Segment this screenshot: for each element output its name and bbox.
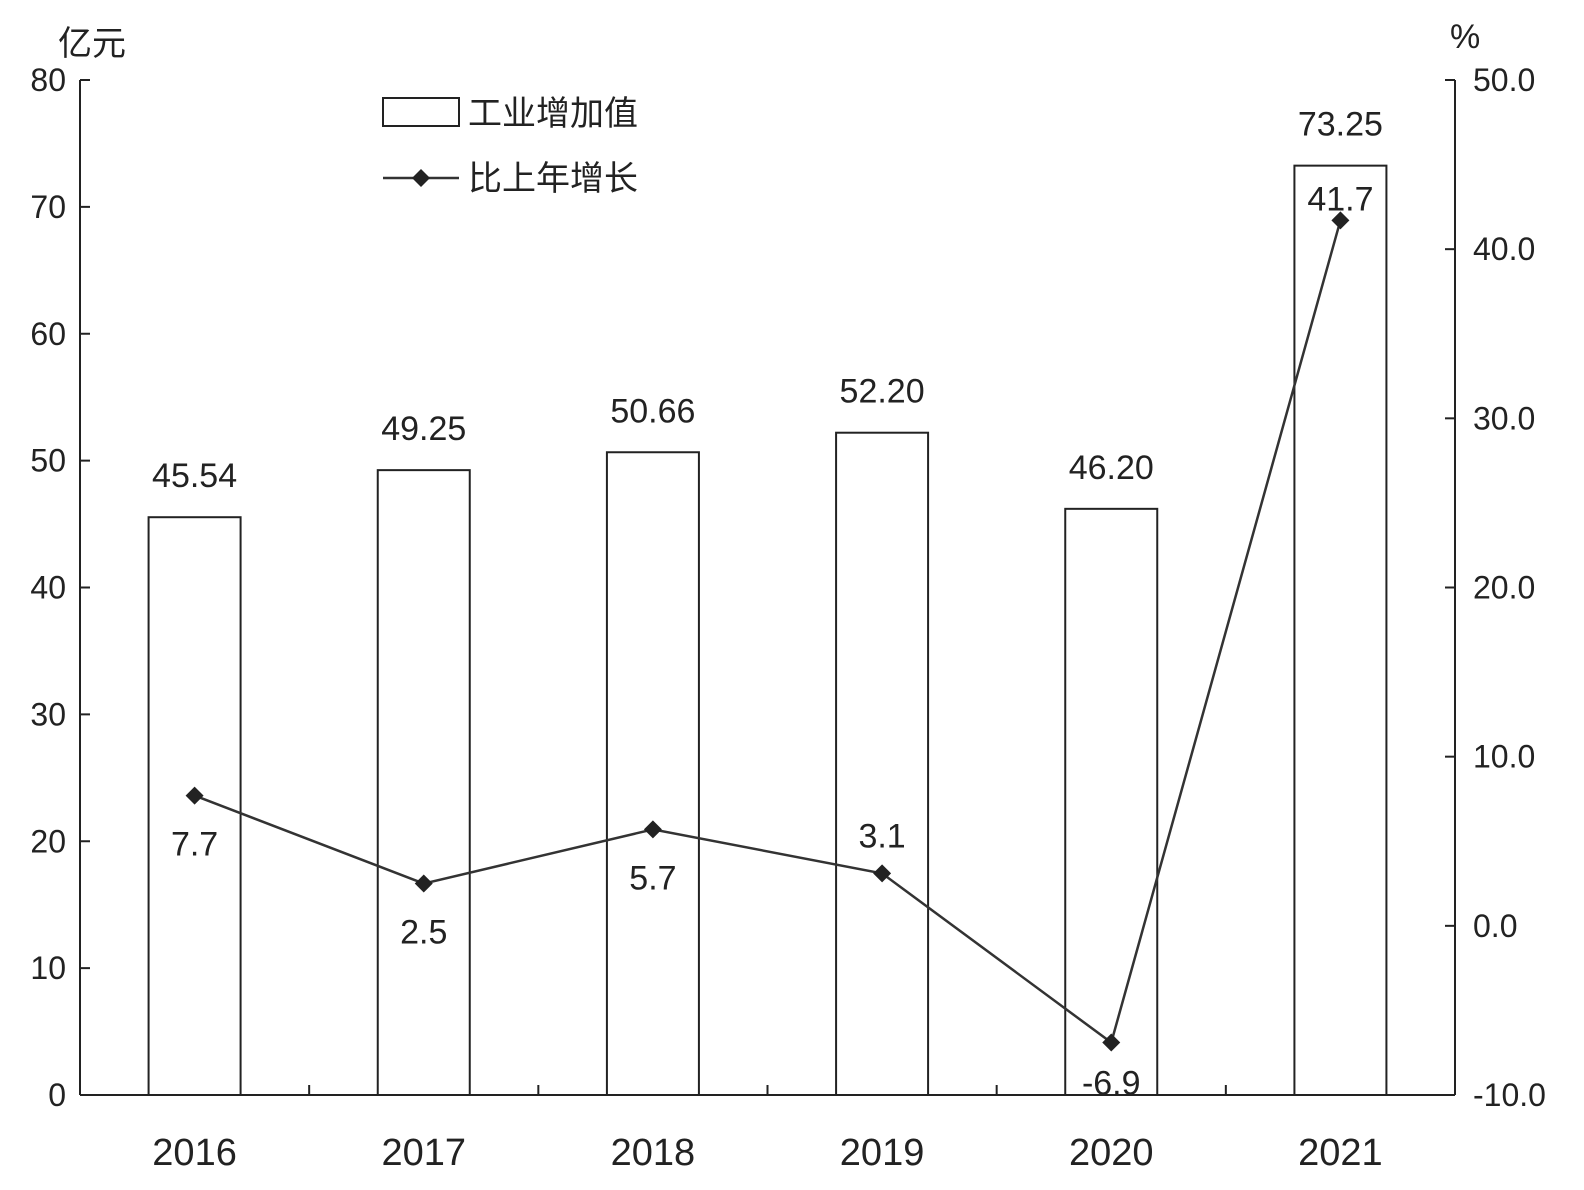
bar-value-label: 73.25	[1298, 106, 1383, 144]
line-series	[185, 211, 1350, 1052]
bar	[376, 469, 471, 1096]
left-tick-label: 50	[30, 443, 66, 479]
x-tick-label: 2017	[381, 1132, 466, 1174]
line-marker	[185, 786, 204, 805]
x-axis-ticks: 2016 2017 2018 2019 2020 2021	[152, 1085, 1383, 1174]
right-tick-label: 30.0	[1473, 400, 1535, 436]
line-marker	[873, 864, 892, 883]
legend: 工业增加值 比上年增长	[382, 95, 638, 198]
left-tick-label: 40	[30, 570, 66, 606]
bar	[605, 451, 700, 1097]
x-tick-label: 2019	[840, 1132, 925, 1174]
x-tick-label: 2021	[1298, 1132, 1383, 1174]
legend-line-label: 比上年增长	[468, 160, 638, 198]
right-tick-label: 40.0	[1473, 231, 1535, 267]
right-axis-unit: %	[1450, 18, 1480, 56]
right-tick-label: 0.0	[1473, 908, 1517, 944]
right-axis-ticks: -10.0 0.0 10.0 20.0 30.0 40.0 50.0	[1445, 62, 1546, 1113]
right-tick-label: 20.0	[1473, 570, 1535, 606]
bar-value-label: 50.66	[610, 392, 695, 430]
left-tick-label: 20	[30, 823, 66, 859]
bar-value-labels: 45.54 49.25 50.66 52.20 46.20 73.25	[152, 106, 1383, 496]
left-axis-ticks: 0 10 20 30 40 50 60 70 80	[30, 62, 90, 1113]
left-tick-label: 60	[30, 316, 66, 352]
left-tick-label: 70	[30, 189, 66, 225]
line-value-label: 41.7	[1307, 180, 1373, 218]
line-marker	[1331, 211, 1350, 230]
left-tick-label: 80	[30, 62, 66, 98]
line-value-label: -6.9	[1082, 1065, 1141, 1103]
bar	[835, 431, 930, 1096]
bar	[1064, 507, 1159, 1096]
bar	[147, 516, 242, 1096]
line-marker	[1102, 1033, 1121, 1052]
line-marker	[643, 820, 662, 839]
right-tick-label: 10.0	[1473, 739, 1535, 775]
legend-line-marker	[412, 169, 430, 187]
line-value-label: 7.7	[171, 826, 218, 864]
bar-series	[147, 164, 1388, 1097]
bar-value-label: 52.20	[840, 373, 925, 411]
line-marker	[414, 874, 433, 893]
line-value-label: 3.1	[858, 817, 905, 855]
line-value-label: 2.5	[400, 914, 447, 952]
bar-value-label: 46.20	[1069, 449, 1154, 487]
line-value-labels: 7.7 2.5 5.7 3.1 -6.9 41.7	[171, 180, 1374, 1102]
legend-bar-swatch	[382, 97, 460, 127]
bar	[1293, 164, 1388, 1096]
right-tick-label: -10.0	[1473, 1077, 1546, 1113]
left-tick-label: 0	[48, 1077, 66, 1113]
x-tick-label: 2016	[152, 1132, 237, 1174]
plot-axes	[79, 80, 1456, 1096]
right-tick-label: 50.0	[1473, 62, 1535, 98]
x-tick-label: 2020	[1069, 1132, 1154, 1174]
left-axis-unit: 亿元	[58, 25, 126, 63]
line-value-label: 5.7	[629, 859, 676, 897]
x-tick-label: 2018	[611, 1132, 696, 1174]
bar-value-label: 45.54	[152, 457, 237, 495]
legend-bar-label: 工业增加值	[468, 95, 638, 133]
bar-value-label: 49.25	[381, 410, 466, 448]
left-tick-label: 30	[30, 696, 66, 732]
growth-line	[194, 220, 1342, 1045]
left-tick-label: 10	[30, 950, 66, 986]
